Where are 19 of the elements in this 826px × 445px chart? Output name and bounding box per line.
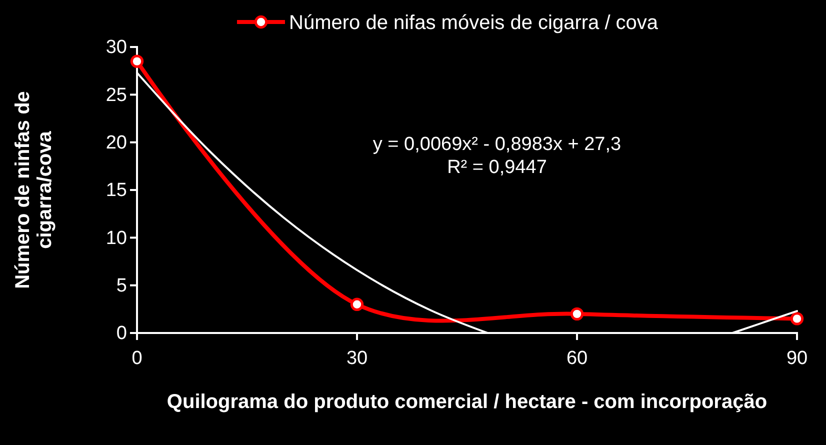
annotation: y = 0,0069x² - 0,8983x + 27,3 R² = 0,9447: [372, 134, 622, 178]
legend-label: Número de nifas móveis de cigarra / cova: [289, 12, 659, 34]
point: [790, 312, 804, 326]
y-tick-label: 0: [116, 323, 127, 344]
x-tick-label: 60: [566, 348, 588, 369]
point: [130, 54, 144, 68]
y-tick-label: 30: [106, 37, 127, 58]
y-tick-label: 5: [116, 275, 127, 296]
y-tick-label: 10: [106, 228, 127, 249]
y-tick-label: 15: [106, 180, 127, 202]
y-tick-label: 20: [106, 132, 127, 154]
x-tick-label: 30: [346, 348, 368, 369]
x-tick-label: 0: [132, 348, 142, 369]
point: [570, 307, 584, 321]
point: [350, 298, 364, 311]
y-axis-title: Número de ninfas de cigarra/cova: [12, 91, 56, 289]
x-axis-title: Quilograma do produto comercial / hectare - com incorporação: [166, 391, 768, 413]
y-tick-label: 25: [106, 84, 127, 106]
x-tick-label: 90: [786, 348, 808, 369]
